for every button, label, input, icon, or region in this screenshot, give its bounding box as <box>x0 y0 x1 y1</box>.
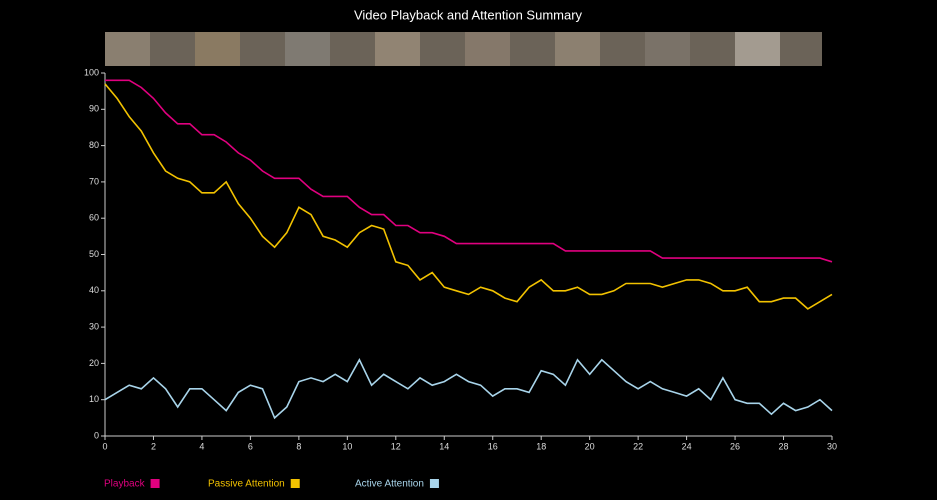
x-tick-label: 12 <box>391 441 401 451</box>
legend-label: Active Attention <box>355 479 424 490</box>
x-tick-label: 4 <box>199 441 204 451</box>
y-tick-label: 90 <box>89 104 99 114</box>
line-series <box>104 358 833 420</box>
legend-swatch <box>429 479 439 488</box>
y-tick-label: 20 <box>89 358 99 368</box>
x-tick-label: 26 <box>730 441 740 451</box>
x-tick-label: 18 <box>536 441 546 451</box>
y-tick-label: 0 <box>94 430 99 440</box>
y-tick-label: 10 <box>89 394 99 404</box>
y-tick-label: 40 <box>89 285 99 295</box>
line-series <box>104 83 833 310</box>
x-tick-label: 28 <box>779 441 789 451</box>
thumbnail <box>465 32 510 66</box>
legend-swatch <box>150 479 160 488</box>
x-tick-label: 14 <box>439 441 449 451</box>
x-tick-label: 20 <box>585 441 595 451</box>
legend-label: Passive Attention <box>208 479 285 490</box>
y-tick-label: 50 <box>89 249 99 259</box>
thumbnail <box>645 32 690 66</box>
thumbnail <box>105 32 150 66</box>
x-tick-label: 16 <box>488 441 498 451</box>
y-tick-label: 80 <box>89 140 99 150</box>
x-tick-label: 0 <box>102 441 107 451</box>
x-tick-label: 24 <box>682 441 692 451</box>
x-tick-label: 10 <box>342 441 352 451</box>
y-tick-label: 30 <box>89 321 99 331</box>
x-tick-label: 2 <box>151 441 156 451</box>
thumbnail <box>555 32 600 66</box>
legend-swatch <box>290 479 300 488</box>
thumbnail <box>195 32 240 66</box>
x-tick-label: 30 <box>827 441 837 451</box>
line-series <box>105 79 833 263</box>
legend-label: Playback <box>104 479 146 490</box>
x-tick-label: 8 <box>296 441 301 451</box>
x-tick-label: 22 <box>633 441 643 451</box>
thumbnail <box>735 32 780 66</box>
thumbnail-strip <box>105 32 822 66</box>
y-tick-label: 100 <box>84 67 99 77</box>
chart-title: Video Playback and Attention Summary <box>354 7 583 22</box>
y-tick-label: 60 <box>89 213 99 223</box>
thumbnail <box>375 32 420 66</box>
y-tick-label: 70 <box>89 176 99 186</box>
thumbnail <box>285 32 330 66</box>
x-tick-label: 6 <box>248 441 253 451</box>
